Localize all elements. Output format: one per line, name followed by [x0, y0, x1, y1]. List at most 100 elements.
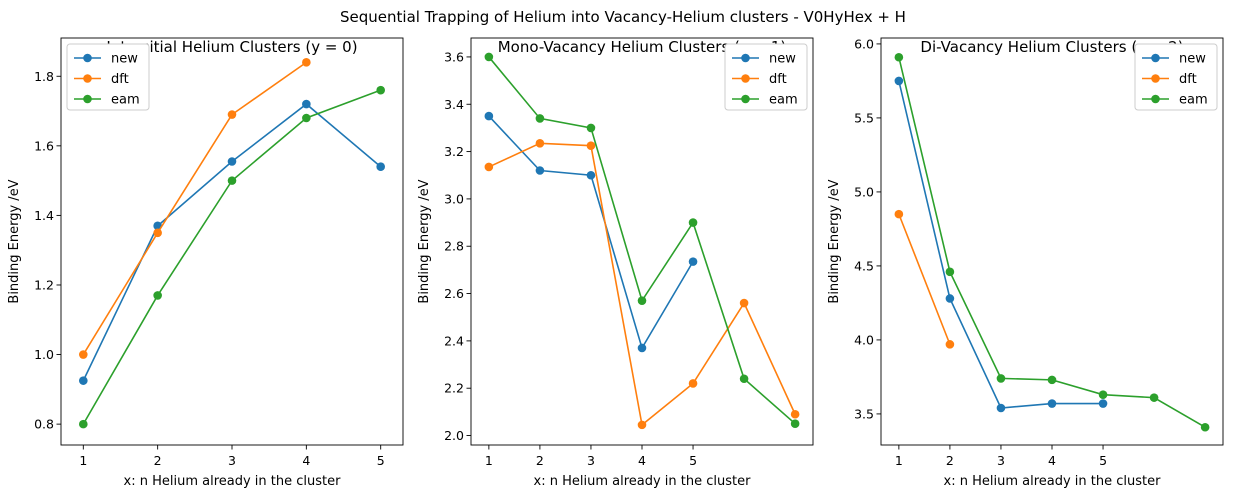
y-axis-label: Binding Energy /eV: [417, 179, 432, 303]
legend-label-eam: eam: [769, 93, 798, 108]
data-point-dft: [484, 162, 494, 172]
data-point-new: [535, 166, 545, 175]
legend-label-eam: eam: [111, 93, 140, 108]
data-point-dft: [790, 409, 800, 419]
x-tick-label: 4: [638, 453, 646, 468]
y-tick-label: 3.2: [444, 144, 464, 159]
legend: new dft eam: [66, 43, 150, 111]
data-point-new: [637, 343, 647, 353]
data-point-dft: [586, 141, 596, 150]
legend-label-dft: dft: [111, 72, 129, 87]
data-point-dft: [739, 298, 749, 308]
panel-1: 1 2 3 4 5 0.8 1.0 1.2 1.4 1.6 1.8 x: n Helium alrea…: [7, 37, 404, 489]
series-dft: [894, 209, 955, 349]
legend-marker-new: [1151, 53, 1160, 63]
series-line-dft: [898, 213, 951, 345]
data-point-dft: [688, 379, 698, 388]
legend-marker-dft: [741, 74, 750, 83]
y-tick-label: 1.4: [34, 208, 54, 223]
data-point-new: [945, 294, 955, 303]
y-tick-label: 1.0: [34, 347, 54, 362]
y-tick-label: 1.8: [34, 69, 54, 84]
y-tick-label: 3.5: [854, 406, 874, 421]
x-tick-label: 5: [1099, 453, 1107, 468]
legend-label-dft: dft: [1179, 72, 1197, 87]
data-point-new: [688, 257, 698, 266]
y-tick-label: 2.6: [444, 286, 464, 301]
data-point-dft: [227, 110, 237, 119]
data-point-dft: [637, 420, 647, 430]
data-point-eam: [688, 218, 698, 227]
series-dft: [484, 138, 800, 430]
legend-marker-dft: [1151, 74, 1160, 83]
data-point-new: [484, 111, 494, 121]
legend-label-eam: eam: [1179, 93, 1208, 108]
series-new: [894, 76, 1108, 413]
data-point-eam: [1098, 390, 1108, 399]
legend-marker-eam: [83, 94, 92, 104]
x-tick-label: 3: [997, 453, 1005, 468]
y-tick-label: 2.4: [444, 333, 464, 348]
legend-marker-eam: [1151, 94, 1160, 104]
y-tick-label: 5.5: [854, 110, 874, 125]
data-point-new: [996, 403, 1006, 413]
x-tick-label: 2: [154, 453, 162, 468]
y-tick-label: 3.0: [444, 191, 464, 206]
data-point-eam: [1200, 422, 1210, 432]
y-tick-label: 3.4: [444, 97, 464, 112]
legend-marker-new: [83, 53, 92, 63]
data-point-eam: [637, 296, 647, 305]
data-point-eam: [535, 114, 545, 123]
data-point-eam: [79, 419, 88, 429]
data-point-new: [1047, 399, 1057, 408]
data-point-eam: [996, 374, 1006, 383]
series-new: [79, 99, 385, 385]
x-tick-label: 4: [302, 453, 310, 468]
data-point-eam: [1047, 375, 1057, 385]
series-new: [484, 111, 698, 353]
legend-label-dft: dft: [769, 72, 787, 87]
panel-2: 1 2 3 4 5 2.0 2.2 2.4 2.6 2.8 3.0 3.2 3.4 3.6 x: n Hel…: [417, 37, 814, 489]
series-eam: [484, 52, 800, 429]
panels: 1 2 3 4 5 0.8 1.0 1.2 1.4 1.6 1.8 x: n Helium alrea…: [7, 36, 1224, 489]
data-point-eam: [894, 52, 904, 62]
legend-marker-eam: [741, 94, 750, 104]
data-point-eam: [586, 123, 596, 133]
legend: new dft eam: [724, 43, 808, 111]
panel-3: 1 2 3 4 5 3.5 4.0 4.5 5.0 5.5 6.0 x: n Helium alrea…: [827, 36, 1224, 489]
y-tick-label: 4.5: [854, 258, 874, 273]
figure-suptitle: Sequential Trapping of Helium into Vacan…: [340, 8, 906, 26]
legend: new dft eam: [1134, 43, 1218, 111]
legend-label-new: new: [769, 52, 796, 67]
data-point-eam: [790, 419, 800, 429]
data-point-new: [894, 76, 904, 86]
data-point-new: [376, 162, 385, 172]
series-line-dft: [82, 61, 307, 355]
x-axis-label: x: n Helium already in the cluster: [124, 474, 342, 489]
series-dft: [79, 58, 311, 359]
x-tick-label: 1: [895, 453, 903, 468]
legend-label-new: new: [111, 52, 138, 67]
data-point-new: [586, 170, 596, 180]
y-tick-label: 0.8: [34, 417, 54, 432]
x-tick-label: 3: [587, 453, 595, 468]
x-tick-label: 4: [1048, 453, 1056, 468]
y-axis-label: Binding Energy /eV: [827, 179, 842, 303]
x-tick-label: 1: [79, 453, 87, 468]
y-tick-label: 1.2: [34, 277, 54, 292]
data-point-dft: [535, 138, 545, 148]
data-point-new: [79, 376, 88, 385]
x-tick-label: 3: [228, 453, 236, 468]
x-tick-label: 1: [485, 453, 493, 468]
data-point-dft: [153, 228, 162, 238]
data-point-new: [302, 99, 311, 109]
data-point-new: [1098, 399, 1108, 408]
x-tick-label: 2: [536, 453, 544, 468]
x-axis-label: x: n Helium already in the cluster: [534, 474, 752, 489]
legend-marker-dft: [83, 74, 92, 83]
y-tick-label: 2.8: [444, 239, 464, 254]
data-point-eam: [484, 52, 494, 62]
y-tick-label: 1.6: [34, 138, 54, 153]
series-eam: [894, 52, 1210, 432]
